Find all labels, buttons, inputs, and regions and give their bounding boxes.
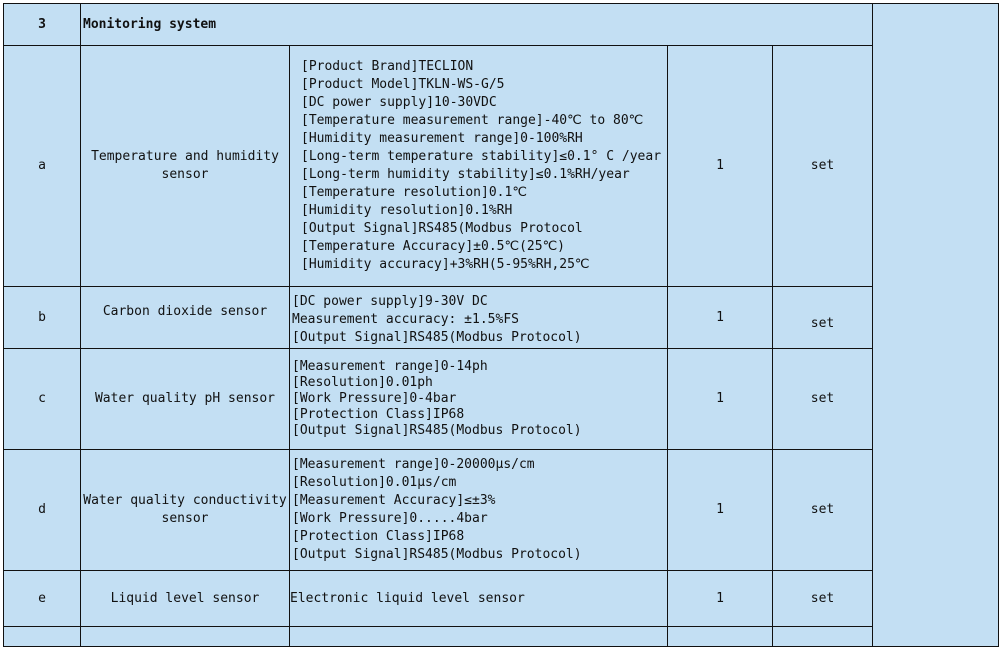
spec-line: [Work Pressure]0.....4bar [292,511,488,526]
item-name: Water quality conductivity sensor [80,449,290,571]
section-header-row: 3 Monitoring system [3,3,999,647]
item-name: Temperature and humidity sensor [80,45,290,287]
item-name: Liquid level sensor [80,570,290,627]
spec-line: [Humidity measurement range]0-100%RH [301,131,583,146]
table-row: b Carbon dioxide sensor [DC power supply… [3,286,999,349]
item-specs: Electronic liquid level sensor [289,570,668,627]
spec-line: [Measurement range]0-20000μs/cm [292,457,535,472]
spec-line: [Temperature resolution]0.1℃ [301,185,527,200]
spec-line: [Output Signal]RS485(Modbus Protocol [301,221,583,236]
item-qty: 1 [667,570,773,627]
item-specs: [DC power supply]9-30V DC Measurement acc… [289,286,668,349]
item-qty: 1 [667,449,773,571]
spec-line: [Long-term temperature stability]≤0.1° C… [301,149,662,164]
spec-line: [Output Signal]RS485(Modbus Protocol) [292,547,582,562]
spec-line: [Temperature Accuracy]±0.5℃(25℃) [301,239,565,254]
item-qty: 1 [667,348,773,450]
spec-line: [Long-term humidity stability]≤0.1%RH/ye… [301,167,630,182]
spec-line: [Humidity accuracy]+3%RH(5-95%RH,25℃ [301,257,590,272]
item-specs: [Measurement range]0-20000μs/cm [Resoluti… [289,449,668,571]
item-unit: set [772,570,873,627]
section-number: 3 [3,3,81,46]
item-qty: 1 [667,45,773,287]
item-qty: 1 [667,286,773,349]
item-name: Water quality pH sensor [80,348,290,450]
spec-line: [Output Signal]RS485(Modbus Protocol) [292,423,582,438]
row-id: a [3,45,81,287]
spec-line: [DC power supply]9-30V DC [292,294,488,309]
table-row-partial [3,626,999,647]
spec-line: [Output Signal]RS485(Modbus Protocol) [292,330,582,345]
remarks-cell [872,3,999,647]
spec-line: [Work Pressure]0-4bar [292,391,457,406]
spec-line: [Humidity resolution]0.1%RH [301,203,513,218]
spec-line: Measurement accuracy: ±1.5%FS [292,312,519,327]
spec-line: [Protection Class]IP68 [292,529,465,544]
table-row: a Temperature and humidity sensor [Produ… [3,45,999,287]
row-id: d [3,449,81,571]
section-title: Monitoring system [80,3,873,46]
item-specs: [Measurement range]0-14ph [Resolution]0.0… [289,348,668,450]
item-unit: set [772,348,873,450]
spec-line: [Protection Class]IP68 [292,407,465,422]
spec-line: [Product Model]TKLN-WS-G/5 [301,77,505,92]
spec-line: [Measurement Accuracy]≤±3% [292,493,496,508]
item-unit: set [772,449,873,571]
table-row: c Water quality pH sensor [Measurement r… [3,348,999,450]
item-name: Carbon dioxide sensor [80,286,290,349]
table-row: d Water quality conductivity sensor [Mea… [3,449,999,571]
table-row: e Liquid level sensor Electronic liquid … [3,570,999,627]
item-unit: set [772,286,873,349]
row-id: b [3,286,81,349]
item-unit: set [772,45,873,287]
spec-line: [Measurement range]0-14ph [292,359,488,374]
spec-line: [Product Brand]TECLION [301,59,474,74]
row-id: c [3,348,81,450]
spec-line: Electronic liquid level sensor [290,590,525,606]
spec-line: [Temperature measurement range]-40℃ to 8… [301,113,644,128]
spec-line: [Resolution]0.01ph [292,375,433,390]
row-id: e [3,570,81,627]
spec-line: [Resolution]0.01μs/cm [292,475,457,490]
spec-line: [DC power supply]10-30VDC [301,95,497,110]
equipment-table: 3 Monitoring system a Temperature and hu… [3,3,999,647]
item-specs: [Product Brand]TECLION [Product Model]TKL… [289,45,668,287]
